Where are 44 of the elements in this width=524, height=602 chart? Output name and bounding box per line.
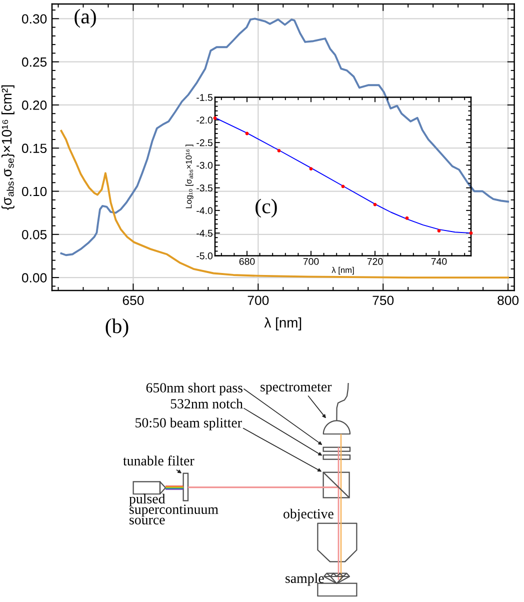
text: objective	[284, 508, 334, 522]
y-tick-label: -5.0	[196, 252, 213, 260]
y-tick-label: 0.05	[22, 230, 47, 240]
point	[437, 229, 441, 233]
annotation: (a)	[74, 8, 96, 28]
y-tick-label: -2.5	[196, 139, 213, 146]
x-tick-label: 750	[372, 296, 394, 306]
y-tick-label: -4.5	[196, 230, 213, 237]
text: 532nm notch	[170, 398, 243, 408]
x-tick-label: 720	[367, 258, 383, 265]
x-tick-label: 650	[122, 296, 144, 306]
y-tick-label: 0.00	[22, 273, 47, 282]
y-tick-label: -3.0	[196, 162, 213, 169]
point	[309, 167, 313, 171]
text: sample	[286, 573, 324, 586]
x-tick-label: 700	[248, 296, 269, 306]
y-axis-title: {σ$_{abs}$,σ$_{se}$}×10¹⁶ [cm²]	[1, 85, 14, 210]
y-tick-label: 0.20	[22, 100, 47, 110]
y-tick-label: 0.25	[22, 57, 47, 67]
text: pulsed supercontinuum source	[129, 494, 218, 524]
y-axis-title: Log₁₀ [σ$_{abs}$×10¹⁶ ]	[186, 144, 194, 208]
text: 50:50 beam splitter	[136, 418, 242, 430]
point	[213, 116, 217, 120]
x-axis-title: λ [nm]	[332, 266, 354, 275]
y-tick-label: 0.15	[22, 144, 47, 154]
point	[277, 149, 281, 152]
y-tick-label: -3.5	[196, 184, 213, 192]
x-axis-title: λ [nm]	[264, 317, 302, 330]
annotation: (c)	[256, 198, 277, 218]
y-tick-label: -1.5	[196, 94, 213, 101]
y-tick-label: -2.0	[196, 116, 213, 124]
x-tick-label: 800	[498, 296, 519, 306]
x-tick-label: 740	[431, 258, 447, 265]
y-tick-label: 0.10	[22, 186, 47, 196]
text: (b)	[106, 318, 128, 338]
text: tunable filter	[123, 456, 194, 466]
x-tick-label: 700	[303, 258, 319, 265]
point	[405, 216, 409, 220]
y-tick-label: -4.0	[196, 207, 213, 214]
text: 650nm short pass	[146, 382, 242, 396]
line-series	[60, 130, 510, 279]
text: spectrometer	[260, 384, 332, 394]
y-tick-label: 0.30	[22, 14, 47, 24]
x-tick-label: 680	[239, 258, 255, 265]
